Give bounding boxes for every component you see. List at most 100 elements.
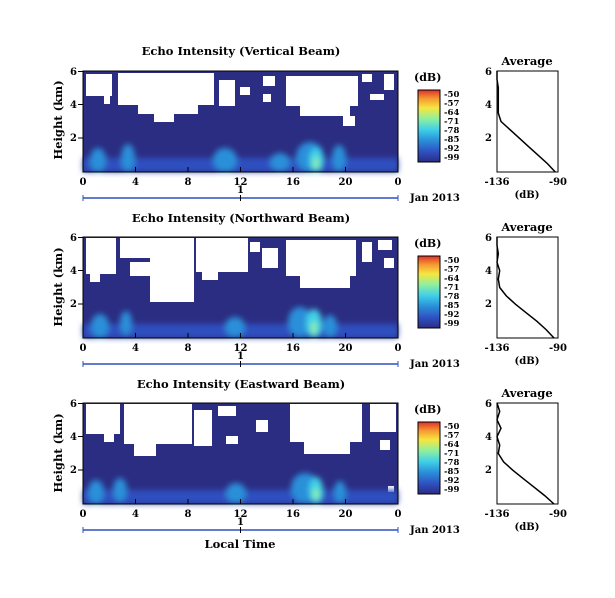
x-axis-label: Local Time [205,537,276,551]
date-tick-label: 1 [237,517,244,528]
y-tick-label: 2 [70,299,77,310]
y-tick-label: 6 [485,67,492,78]
colorbar-unit: (dB) [414,237,441,250]
average-title: Average [500,54,552,68]
x-tick-label: 0 [80,509,87,520]
colorbar-tick: -50 [444,90,459,100]
date-axis: 1 [82,185,399,201]
panel-vertical: Echo Intensity (Vertical Beam) Height (k… [51,44,567,204]
x-tick-label: 20 [339,509,353,520]
x-tick-label: 4 [132,177,139,188]
panel-northward: Echo Intensity (Northward Beam) Height (… [51,211,567,370]
heatmap [83,403,398,504]
panel-eastward: Echo Intensity (Eastward Beam) Height (k… [51,377,567,551]
x-tick-label: 8 [185,343,192,354]
x-tick-label: 4 [132,343,139,354]
y-tick-label: 6 [70,399,77,410]
colorbar-tick: -57 [444,431,459,441]
x-tick-label: 0 [80,343,87,354]
colorbar: (dB) -50 -57 -64 -71 -78 -85 -92 -99 [414,403,459,495]
no-data-gaps [86,73,394,126]
panel-title: Echo Intensity (Northward Beam) [132,211,350,225]
colorbar-tick: -92 [444,476,459,486]
colorbar-tick: -99 [444,153,459,163]
y-tick-label: 2 [70,465,77,476]
x-tick-label: 16 [286,343,300,354]
x-tick-label: -90 [549,177,567,188]
x-tick-label: -136 [484,177,509,188]
echo-layer [83,473,398,504]
no-data-gaps [86,404,396,492]
x-ticks [82,333,399,338]
colorbar-tick: -57 [444,99,459,109]
date-axis: 1 [82,351,399,367]
colorbar-tick: -78 [444,126,459,136]
x-tick-label: 0 [395,343,402,354]
x-tick-label: 16 [286,177,300,188]
average-line [496,402,555,505]
colorbar-tick: -71 [444,117,459,127]
colorbar: (dB) -50 -57 -64 -71 -78 -85 -92 -99 [414,237,459,329]
y-tick-label: 6 [70,67,77,78]
x-tick-label: 0 [395,509,402,520]
y-tick-label: 4 [70,100,77,111]
y-tick-label: 4 [485,100,492,111]
x-tick-label: -136 [484,343,509,354]
y-tick-label: 6 [70,233,77,244]
y-tick-label: 4 [485,266,492,277]
average-profile: Average 6 4 2 -136 -90 (dB) [484,54,567,201]
average-line [496,71,556,173]
x-tick-label: 12 [234,343,248,354]
average-line [496,237,555,339]
date-tick-label: 1 [237,351,244,362]
date-label: Jan 2013 [409,359,460,370]
y-tick-label: 2 [70,133,77,144]
colorbar-tick: -64 [444,274,459,284]
colorbar-tick: -64 [444,440,459,450]
x-tick-label: 16 [286,509,300,520]
x-ticks [82,167,399,172]
colorbar-tick: -71 [444,283,459,293]
x-tick-label: -90 [549,509,567,520]
colorbar-tick: -78 [444,292,459,302]
colorbar-tick: -85 [444,301,459,311]
y-tick-label: 2 [485,133,492,144]
x-tick-label: 4 [132,509,139,520]
colorbar-tick: -78 [444,458,459,468]
average-profile: Average 6 4 2 -136 -90 (dB) [484,220,567,367]
y-tick-label: 4 [70,432,77,443]
colorbar-unit: (dB) [414,71,441,84]
colorbar: (dB) -50 -57 -64 -71 -78 -85 -92 -99 [414,71,459,163]
colorbar-tick: -50 [444,256,459,266]
date-tick-label: 1 [237,185,244,196]
x-tick-label: 12 [234,177,248,188]
colorbar-tick: -85 [444,135,459,145]
colorbar-tick: -85 [444,467,459,477]
x-tick-label: 8 [185,509,192,520]
x-tick-label: 0 [80,177,87,188]
average-title: Average [500,386,552,400]
y-tick-label: 6 [485,233,492,244]
y-axis-label: Height (km) [51,80,65,159]
y-axis-label: Height (km) [51,247,65,326]
y-tick-label: 4 [70,266,77,277]
colorbar-tick: -71 [444,449,459,459]
date-axis: 1 [82,517,399,533]
x-tick-label: 0 [395,177,402,188]
no-data-gaps [86,238,394,302]
x-tick-label: -136 [484,509,509,520]
colorbar-tick: -92 [444,310,459,320]
date-label: Jan 2013 [409,525,460,536]
y-tick-label: 4 [485,432,492,443]
average-title: Average [500,220,552,234]
colorbar-tick: -50 [444,422,459,432]
x-ticks [82,499,399,504]
echo-layer [83,142,398,172]
colorbar-tick: -99 [444,319,459,329]
x-tick-label: -90 [549,343,567,354]
y-axis-label: Height (km) [51,413,65,492]
x-tick-label: 20 [339,177,353,188]
x-axis-label: (dB) [515,356,540,367]
